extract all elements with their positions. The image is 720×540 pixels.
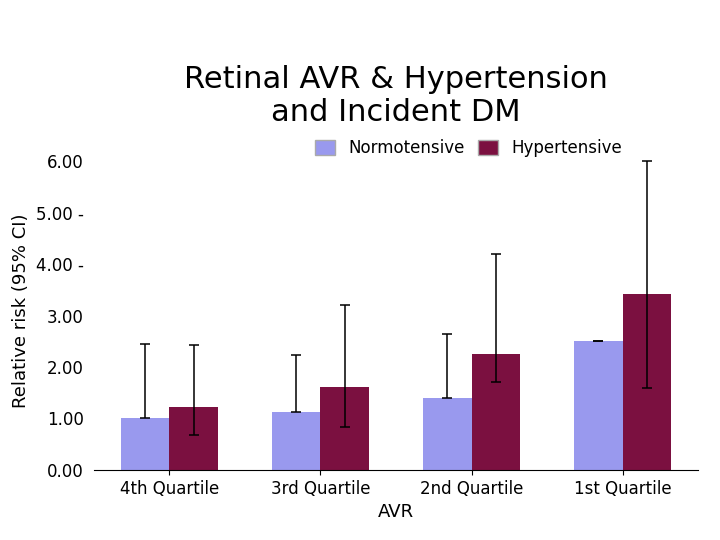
Bar: [423, 398, 472, 470]
Bar: [575, 341, 623, 470]
Bar: [121, 418, 169, 470]
Bar: [623, 294, 671, 470]
Text: Retinal AVR & Hypertension
and Incident DM: Retinal AVR & Hypertension and Incident …: [184, 65, 608, 127]
Bar: [320, 387, 369, 470]
Y-axis label: Relative risk (95% CI): Relative risk (95% CI): [12, 213, 30, 408]
Legend: Normotensive, Hypertensive: Normotensive, Hypertensive: [310, 134, 627, 162]
X-axis label: AVR: AVR: [378, 503, 414, 521]
Bar: [169, 407, 217, 470]
Bar: [472, 354, 520, 470]
Bar: [272, 411, 320, 470]
